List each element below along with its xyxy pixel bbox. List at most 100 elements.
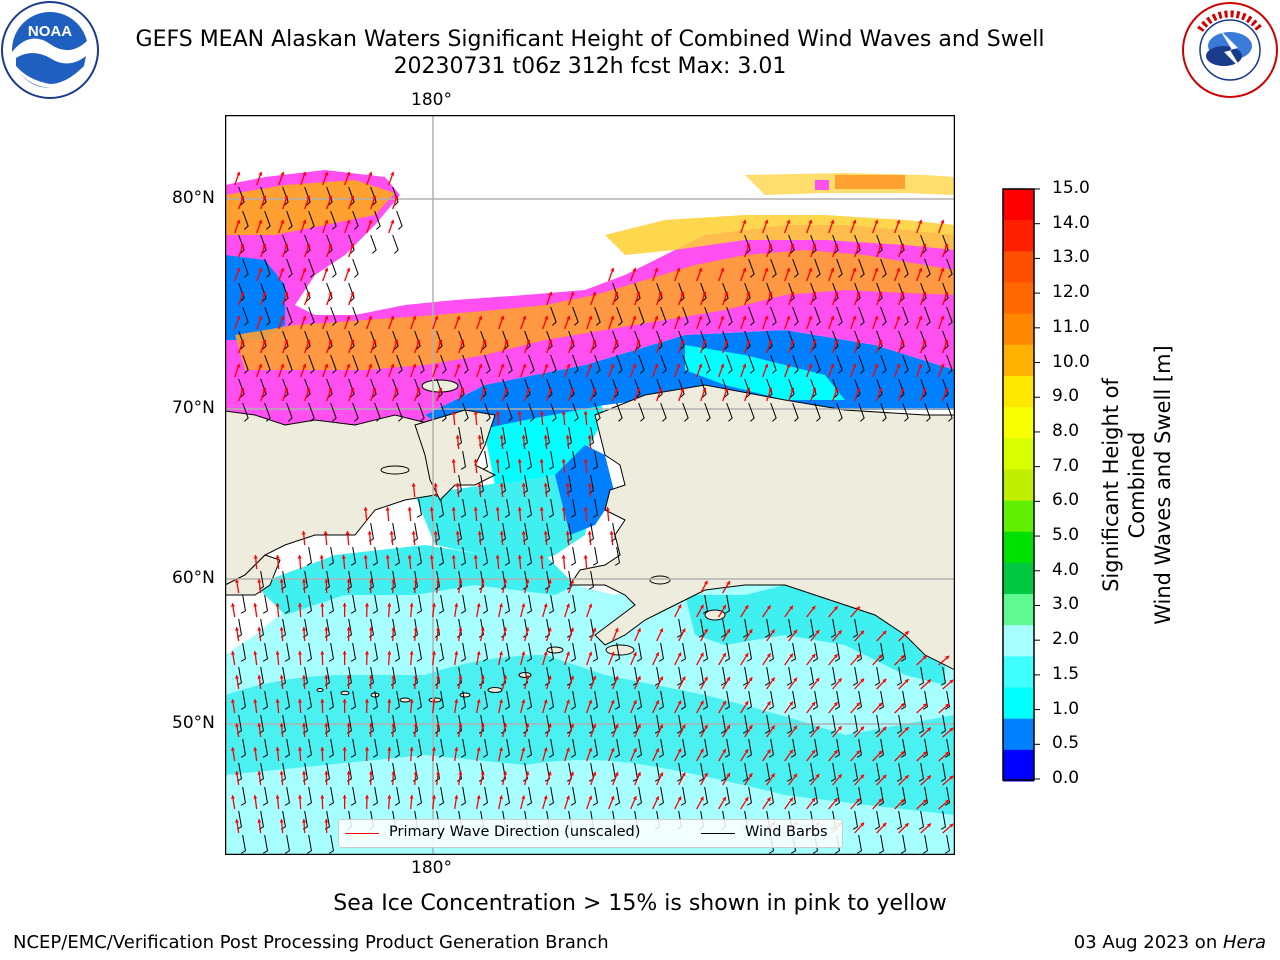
wave-arrow-head xyxy=(811,653,816,658)
wave-arrow-head xyxy=(301,531,306,535)
wave-arrow-head xyxy=(659,772,664,777)
colorbar-tick-label: 9.0 xyxy=(1052,386,1080,407)
wind-barb xyxy=(704,306,711,326)
wind-barb xyxy=(504,498,510,518)
wind-barb xyxy=(328,642,334,662)
wave-arrow-head xyxy=(350,243,355,248)
wind-barb xyxy=(482,786,488,806)
wind-barb xyxy=(370,330,377,350)
wind-barb xyxy=(374,210,381,230)
wave-arrow-head xyxy=(852,219,857,224)
wind-barb xyxy=(438,594,444,614)
wave-arrow-head xyxy=(588,651,593,656)
wave-arrow-head xyxy=(500,363,505,368)
wave-arrow-head xyxy=(811,749,816,754)
wave-arrow-head xyxy=(544,363,549,368)
wave-arrow-head xyxy=(766,605,771,610)
chukotka-land xyxy=(414,409,497,501)
colorbar-band xyxy=(1003,594,1034,626)
wind-barb xyxy=(724,738,730,758)
wind-barb xyxy=(264,306,271,326)
wave-arrow-head xyxy=(944,339,949,344)
wave-arrow-head xyxy=(654,267,659,272)
wind-barb xyxy=(744,378,751,398)
wind-barb xyxy=(592,546,598,566)
wind-barb xyxy=(504,450,510,470)
wave-arrow-head xyxy=(230,699,236,703)
wind-barb xyxy=(856,834,862,854)
wave-arrow-head xyxy=(547,771,552,776)
wave-arrow-head xyxy=(655,748,660,753)
wave-arrow-head xyxy=(882,822,887,827)
wind-barb xyxy=(262,786,268,806)
wave-arrow-head xyxy=(744,797,749,802)
wind-barb xyxy=(526,594,532,614)
wave-arrow-head xyxy=(786,363,791,368)
wave-arrow-head xyxy=(433,483,438,487)
wind-barb xyxy=(462,354,469,374)
wind-barb xyxy=(568,330,575,350)
wave-arrow-head xyxy=(833,606,838,611)
wave-arrow-head xyxy=(949,679,954,684)
wind-barb xyxy=(924,306,931,326)
wave-arrow-head xyxy=(431,747,437,751)
wind-barb xyxy=(898,330,905,350)
wind-barb xyxy=(478,618,484,638)
wind-barb xyxy=(348,330,355,350)
wave-arrow-head xyxy=(328,387,333,392)
wind-barb xyxy=(240,738,246,758)
wave-arrow-head xyxy=(592,387,597,392)
wind-barb xyxy=(920,330,927,350)
wave-arrow-head xyxy=(570,627,574,632)
wave-arrow-head xyxy=(342,699,347,703)
wave-arrow-head xyxy=(503,675,508,680)
wave-arrow-head xyxy=(632,700,637,705)
wind-barb xyxy=(460,546,466,566)
wave-arrow-head xyxy=(789,653,793,658)
wave-arrow-head xyxy=(429,507,434,511)
wind-barb xyxy=(700,282,707,302)
wave-arrow-head xyxy=(253,555,258,559)
wave-arrow-head xyxy=(394,195,399,200)
wind-barb xyxy=(284,594,290,614)
colorbar-band xyxy=(1003,344,1034,377)
wind-barb xyxy=(944,834,950,854)
wave-arrow-head xyxy=(262,339,267,344)
wave-arrow-head xyxy=(412,315,417,320)
wind-barb xyxy=(832,282,839,302)
wind-barb xyxy=(680,690,686,710)
wind-barb xyxy=(352,354,359,374)
wind-barb xyxy=(394,690,400,710)
wave-arrow-head xyxy=(927,823,931,828)
wave-arrow-head xyxy=(726,676,730,681)
wind-barb xyxy=(638,306,645,326)
wind-barb xyxy=(770,306,777,326)
wind-barb xyxy=(260,330,267,350)
wave-arrow-head xyxy=(918,315,923,320)
wave-arrow-head xyxy=(434,363,439,368)
wave-arrow-head xyxy=(499,531,504,535)
wind-barb xyxy=(544,762,550,782)
map-panel xyxy=(225,115,955,855)
wave-arrow-head xyxy=(368,579,374,583)
wave-arrow-head xyxy=(262,291,267,296)
wave-arrow-head xyxy=(614,772,619,776)
wave-arrow-head xyxy=(503,771,508,776)
wave-arrow-head xyxy=(614,724,619,728)
wave-arrow-head xyxy=(324,363,329,368)
wave-arrow-head xyxy=(324,723,329,727)
wind-barb xyxy=(900,786,906,806)
wave-arrow-head xyxy=(570,339,575,344)
wave-arrow-head xyxy=(257,627,262,631)
wave-arrow-head xyxy=(284,243,289,248)
wind-barb xyxy=(680,642,686,662)
wave-arrow-head xyxy=(240,195,245,200)
wind-barb xyxy=(940,762,946,782)
wave-arrow-head xyxy=(704,628,708,633)
wave-arrow-head xyxy=(517,507,522,511)
wind-barb xyxy=(858,258,865,278)
wave-arrow-head xyxy=(301,723,307,727)
wind-barb xyxy=(308,306,315,326)
wave-arrow-head xyxy=(306,195,311,200)
wind-barb xyxy=(636,642,642,662)
